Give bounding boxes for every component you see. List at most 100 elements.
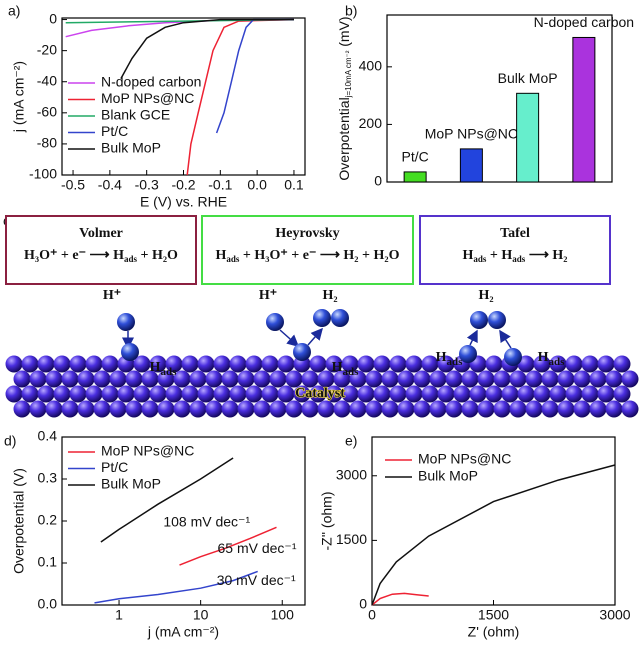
catalyst-atom (413, 400, 431, 418)
catalyst-atom (181, 385, 199, 403)
catalyst-atom (533, 385, 551, 403)
catalyst-atom (509, 370, 527, 388)
catalyst-atom (149, 385, 167, 403)
catalyst-atom (77, 370, 95, 388)
y-axis-label: Overpotential (V) (11, 468, 27, 574)
y-tick-label: 3000 (336, 466, 367, 482)
catalyst-atom (29, 370, 47, 388)
catalyst-atom (53, 355, 71, 373)
x-tick-label: 3000 (599, 607, 630, 623)
x-tick-label: 100 (271, 607, 295, 623)
catalyst-atom (309, 385, 327, 403)
step-equation: Hads + Hads ⟶ H₂ (463, 248, 568, 264)
species-label: Hads (436, 350, 464, 367)
catalyst-atom (205, 370, 223, 388)
catalyst-atom (501, 385, 519, 403)
catalyst-atom (525, 400, 543, 418)
catalyst-atom (101, 355, 119, 373)
catalyst-atom (461, 370, 479, 388)
y-tick-label: 1500 (336, 531, 367, 547)
step-name: Heyrovsky (275, 226, 339, 241)
legend-label: Bulk MoP (101, 476, 161, 492)
species-sub: ads (548, 356, 565, 368)
catalyst-atom (357, 355, 375, 373)
catalyst-atom (469, 385, 487, 403)
catalyst-atom (317, 400, 335, 418)
equation-part: H (216, 248, 227, 263)
equation-part: ads (512, 254, 526, 264)
catalyst-atom (565, 385, 583, 403)
catalyst-atom (237, 370, 255, 388)
species-main: H (150, 360, 161, 375)
catalyst-atom (285, 370, 303, 388)
y-tick-label: 0 (359, 596, 367, 612)
catalyst-atom (77, 400, 95, 418)
x-tick-label: 1500 (478, 607, 509, 623)
catalyst-atom (613, 355, 631, 373)
catalyst-atom (269, 400, 287, 418)
catalyst-atom (197, 355, 215, 373)
x-axis-label: Z' (ohm) (468, 624, 520, 640)
catalyst-atom (549, 355, 567, 373)
bar-label: N-doped carbon (534, 14, 634, 30)
step-box (5, 215, 197, 285)
catalyst-atom (85, 385, 103, 403)
catalyst-atom (189, 400, 207, 418)
x-tick-label: -0.1 (208, 177, 232, 193)
catalyst-atom (277, 385, 295, 403)
x-tick-label: -0.5 (61, 177, 85, 193)
catalyst-atom (381, 400, 399, 418)
hydrogen-atom (459, 345, 477, 363)
y-axis-label-unit: (mV) (336, 16, 352, 50)
legend-label: Pt/C (101, 459, 128, 475)
catalyst-atom (381, 370, 399, 388)
y-tick-label: -20 (37, 41, 57, 57)
legend-label: MoP NPs@NC (418, 451, 511, 467)
series-line (94, 570, 258, 604)
catalyst-atom (589, 400, 607, 418)
catalyst-atom (421, 385, 439, 403)
catalyst-atom (573, 370, 591, 388)
catalyst-atom (461, 400, 479, 418)
slope-label: 65 mV dec⁻¹ (218, 540, 297, 556)
y-tick-label: 200 (359, 115, 383, 131)
catalyst-atom (13, 400, 31, 418)
catalyst-atom (397, 370, 415, 388)
catalyst-atom (373, 355, 391, 373)
step-equation: Hads + H₃O⁺ + e⁻ ⟶ H₂ + H₂O (216, 248, 400, 264)
catalyst-atom (269, 370, 287, 388)
catalyst-atom (157, 400, 175, 418)
bar-label: Pt/C (402, 149, 429, 165)
y-tick-label: -100 (29, 166, 57, 182)
catalyst-atom (365, 400, 383, 418)
catalyst-atom (101, 385, 119, 403)
catalyst-atom (565, 355, 583, 373)
catalyst-atom (421, 355, 439, 373)
catalyst-atom (533, 355, 551, 373)
catalyst-atom (357, 385, 375, 403)
y-axis-label-sub: j=10mA cm⁻² (344, 50, 353, 98)
catalyst-atom (285, 400, 303, 418)
species-main: H (332, 360, 343, 375)
catalyst-atom (581, 355, 599, 373)
x-axis-label: E (V) vs. RHE (140, 194, 227, 210)
catalyst-atom (597, 385, 615, 403)
catalyst-atom (557, 400, 575, 418)
species-label: Hads (538, 350, 566, 367)
catalyst-atom (5, 355, 23, 373)
catalyst-atom (389, 355, 407, 373)
equation-part: ⟶ H₂ (525, 248, 567, 263)
catalyst-atom (493, 370, 511, 388)
step-name: Volmer (79, 226, 123, 241)
catalyst-atom (485, 355, 503, 373)
catalyst-atom (277, 355, 295, 373)
x-tick-label: 0.0 (247, 177, 267, 193)
y-tick-label: 0.2 (38, 512, 58, 528)
catalyst-atom (37, 355, 55, 373)
x-tick-label: -0.3 (135, 177, 159, 193)
catalyst-atom (253, 400, 271, 418)
y-tick-label: -60 (37, 104, 57, 120)
legend-label: Pt/C (101, 123, 128, 139)
panel-label: d) (4, 433, 16, 449)
